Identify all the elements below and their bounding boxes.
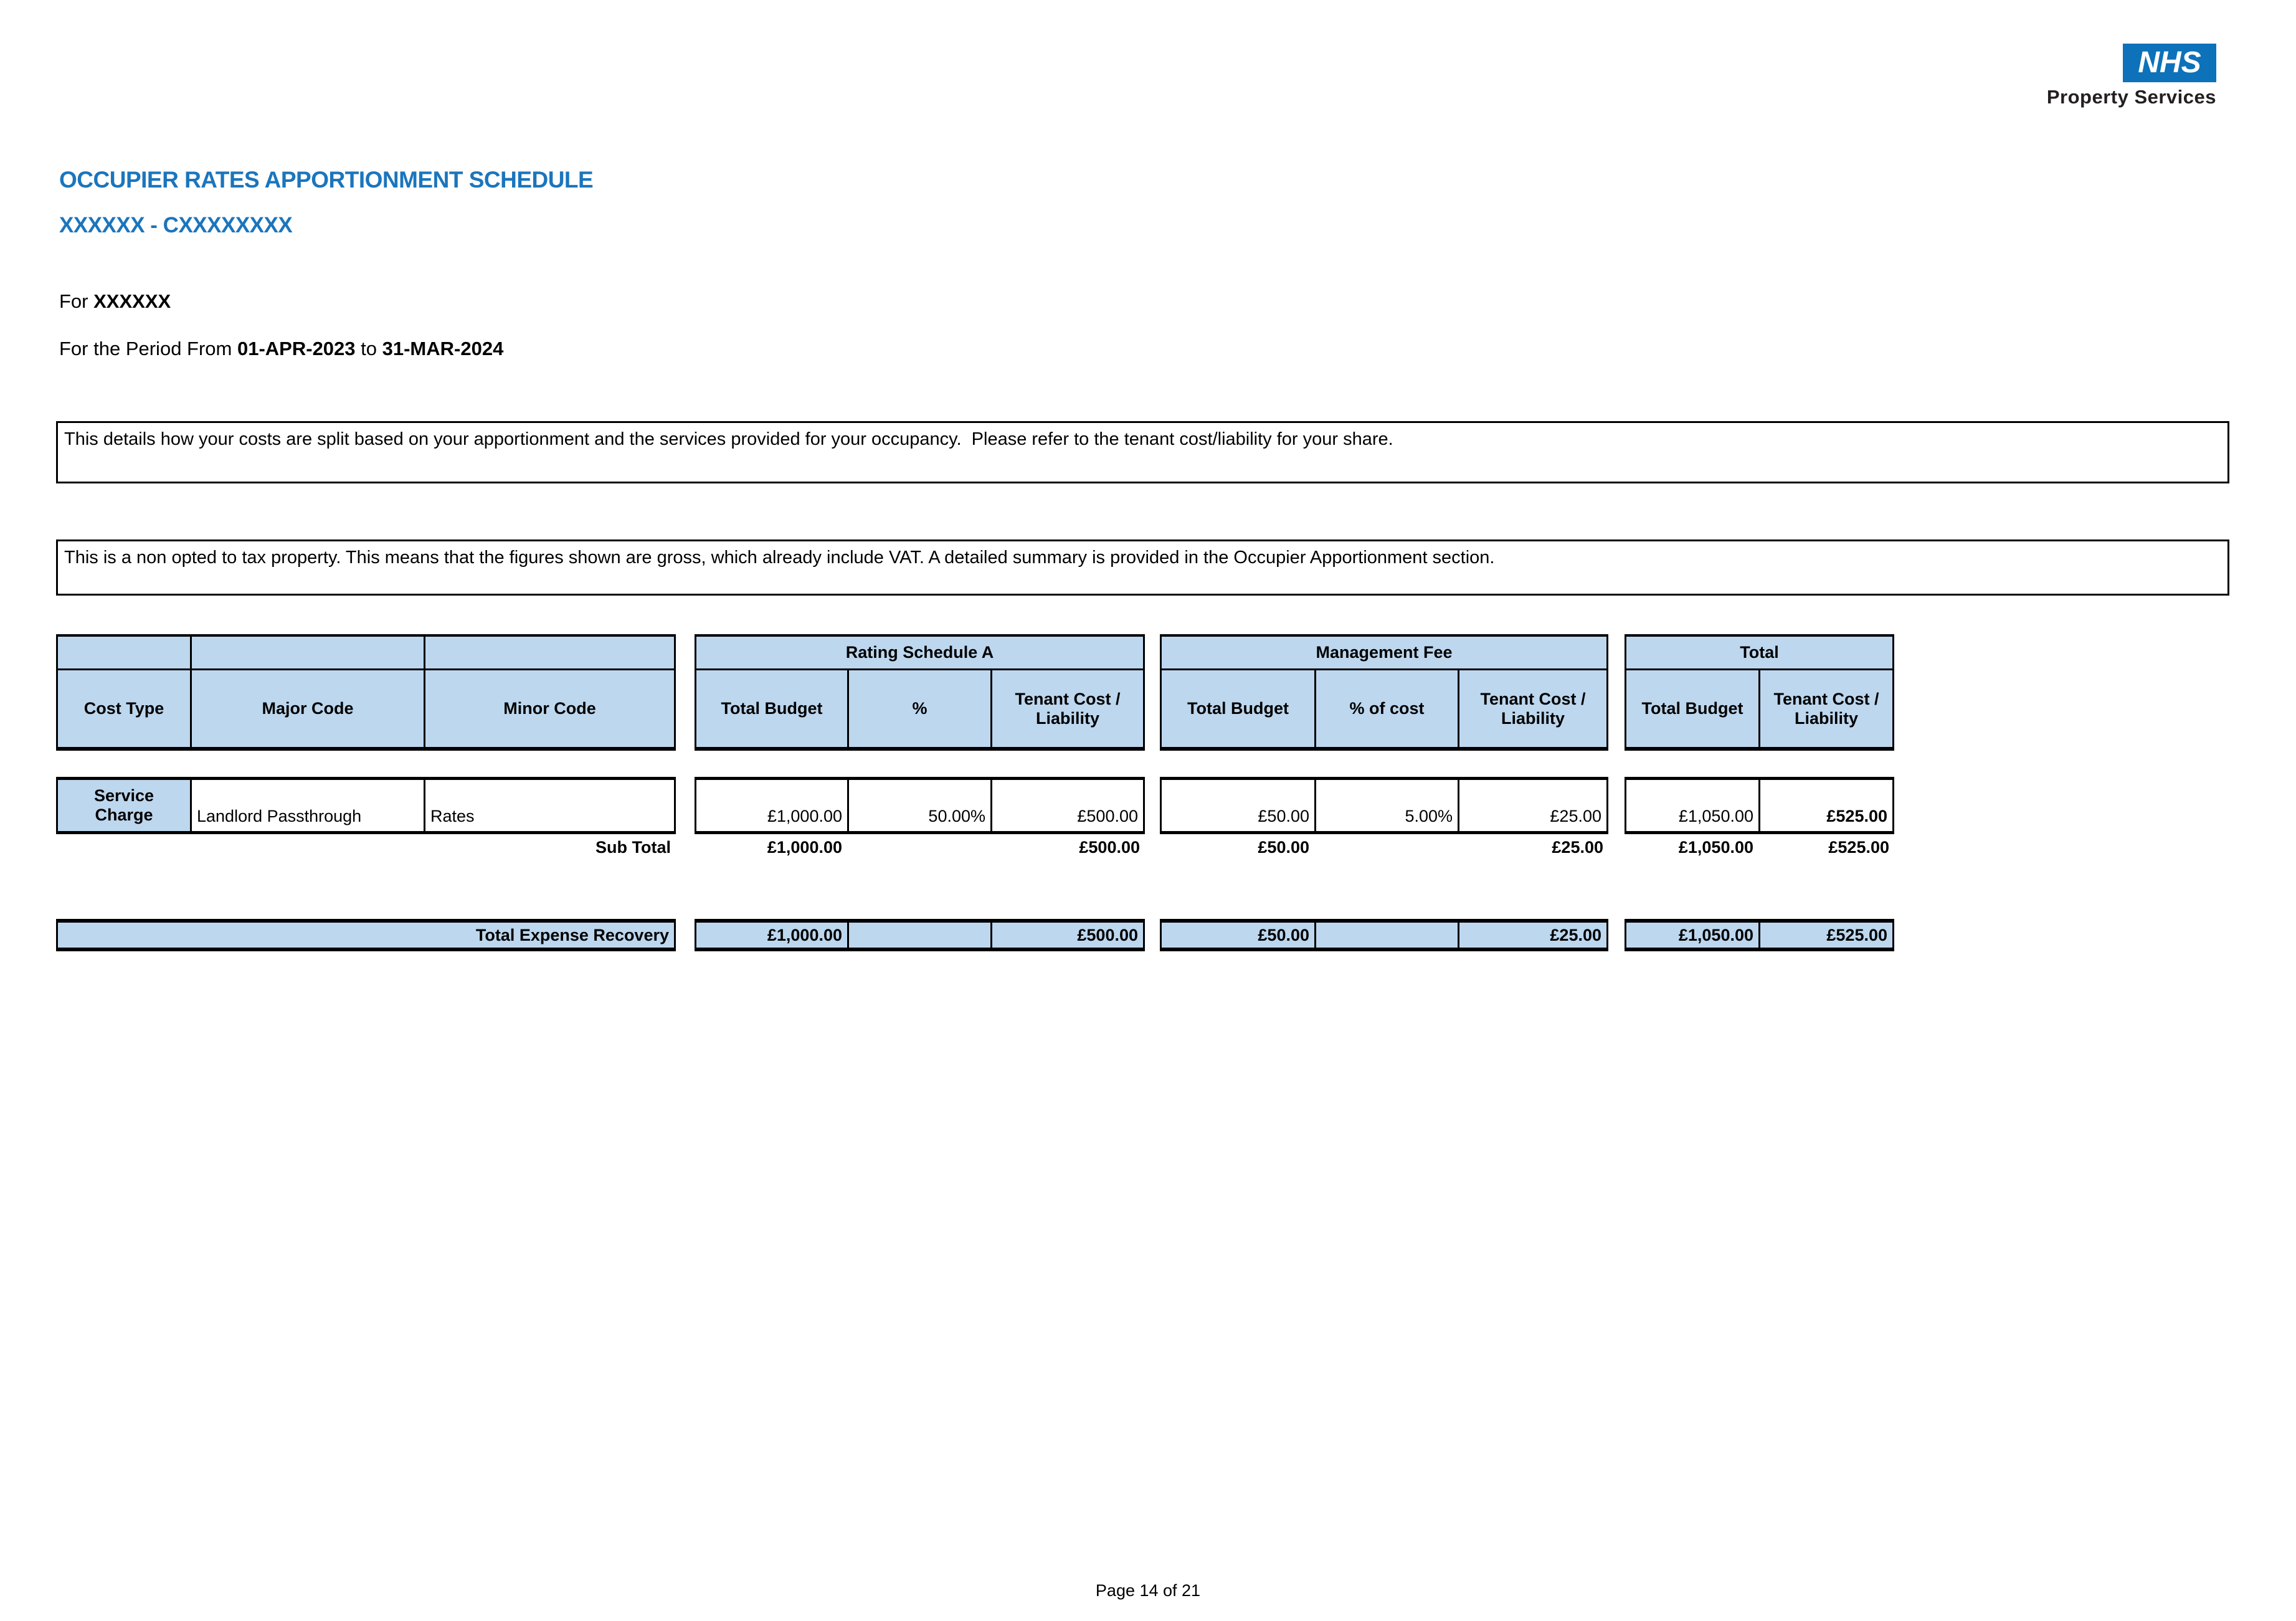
cell-minor-code: Rates bbox=[424, 777, 676, 834]
expense-recovery-management-tenant-cost: £25.00 bbox=[1458, 919, 1608, 951]
period-prefix: For the Period From bbox=[59, 338, 237, 359]
expense-recovery-total-total-budget: £1,050.00 bbox=[1625, 919, 1758, 951]
col-header-major-code: Major Code bbox=[190, 668, 424, 751]
nhs-property-services-logo: NHS Property Services bbox=[2047, 44, 2216, 108]
expense-recovery-management-total-budget: £50.00 bbox=[1160, 919, 1314, 951]
period-end-date: 31-MAR-2024 bbox=[382, 338, 504, 359]
for-prefix: For bbox=[59, 290, 94, 312]
page-subtitle: XXXXXX - CXXXXXXXX bbox=[59, 213, 293, 237]
group-header-total: Total bbox=[1625, 634, 1894, 668]
col-header-minor-code: Minor Code bbox=[424, 668, 676, 751]
notice-apportionment: This details how your costs are split ba… bbox=[56, 421, 2229, 483]
expense-recovery-total-tenant-cost: £525.00 bbox=[1758, 919, 1894, 951]
col-header-management-total-budget: Total Budget bbox=[1160, 668, 1314, 751]
for-line: For XXXXXX bbox=[59, 290, 171, 313]
rates-table: Rating Schedule A Management Fee Total C… bbox=[56, 634, 1894, 951]
page-footer: Page 14 of 21 bbox=[1095, 1581, 1201, 1600]
nhs-logo-icon: NHS bbox=[2123, 44, 2216, 82]
col-header-management-tenant-cost: Tenant Cost / Liability bbox=[1458, 668, 1608, 751]
group-header-rating-schedule-a: Rating Schedule A bbox=[695, 634, 1145, 668]
header-blank-cost-type bbox=[56, 634, 190, 668]
subtotal-management-tenant-cost: £25.00 bbox=[1552, 838, 1603, 857]
for-value: XXXXXX bbox=[93, 290, 171, 312]
expense-recovery-management-percent-blank bbox=[1314, 919, 1458, 951]
header-blank-major-code bbox=[190, 634, 424, 668]
cell-rating-percent: 50.00% bbox=[847, 777, 990, 834]
expense-recovery-rating-total-budget: £1,000.00 bbox=[695, 919, 847, 951]
col-header-total-tenant-cost: Tenant Cost / Liability bbox=[1758, 668, 1894, 751]
subtotal-label: Sub Total bbox=[595, 838, 671, 857]
col-header-total-total-budget: Total Budget bbox=[1625, 668, 1758, 751]
subtotal-total-tenant-cost: £525.00 bbox=[1828, 838, 1889, 857]
expense-recovery-rating-percent-blank bbox=[847, 919, 990, 951]
col-header-rating-percent: % bbox=[847, 668, 990, 751]
notice-vat: This is a non opted to tax property. Thi… bbox=[56, 540, 2229, 596]
page-title: OCCUPIER RATES APPORTIONMENT SCHEDULE bbox=[59, 167, 594, 193]
cell-management-percent: 5.00% bbox=[1314, 777, 1458, 834]
expense-recovery-rating-tenant-cost: £500.00 bbox=[990, 919, 1145, 951]
cell-total-tenant-cost: £525.00 bbox=[1758, 777, 1894, 834]
cell-cost-type: Service Charge bbox=[56, 777, 190, 834]
header-blank-minor-code bbox=[424, 634, 676, 668]
col-header-rating-tenant-cost: Tenant Cost / Liability bbox=[990, 668, 1145, 751]
col-header-management-percent-of-cost: % of cost bbox=[1314, 668, 1458, 751]
nhs-logo-text: NHS bbox=[2138, 46, 2201, 79]
subtotal-total-total-budget: £1,050.00 bbox=[1678, 838, 1753, 857]
subtotal-management-total-budget: £50.00 bbox=[1258, 838, 1309, 857]
subtotal-rating-tenant-cost: £500.00 bbox=[1079, 838, 1140, 857]
expense-recovery-label: Total Expense Recovery bbox=[56, 919, 676, 951]
group-header-management-fee: Management Fee bbox=[1160, 634, 1608, 668]
period-line: For the Period From 01-APR-2023 to 31-MA… bbox=[59, 338, 503, 360]
cell-major-code: Landlord Passthrough bbox=[190, 777, 424, 834]
cell-rating-total-budget: £1,000.00 bbox=[695, 777, 847, 834]
cell-management-total-budget: £50.00 bbox=[1160, 777, 1314, 834]
col-header-rating-total-budget: Total Budget bbox=[695, 668, 847, 751]
period-to: to bbox=[355, 338, 382, 359]
cell-total-total-budget: £1,050.00 bbox=[1625, 777, 1758, 834]
nhs-logo-subtitle: Property Services bbox=[2046, 86, 2216, 108]
period-start-date: 01-APR-2023 bbox=[237, 338, 356, 359]
subtotal-rating-total-budget: £1,000.00 bbox=[767, 838, 842, 857]
col-header-cost-type: Cost Type bbox=[56, 668, 190, 751]
cell-management-tenant-cost: £25.00 bbox=[1458, 777, 1608, 834]
cell-rating-tenant-cost: £500.00 bbox=[990, 777, 1145, 834]
